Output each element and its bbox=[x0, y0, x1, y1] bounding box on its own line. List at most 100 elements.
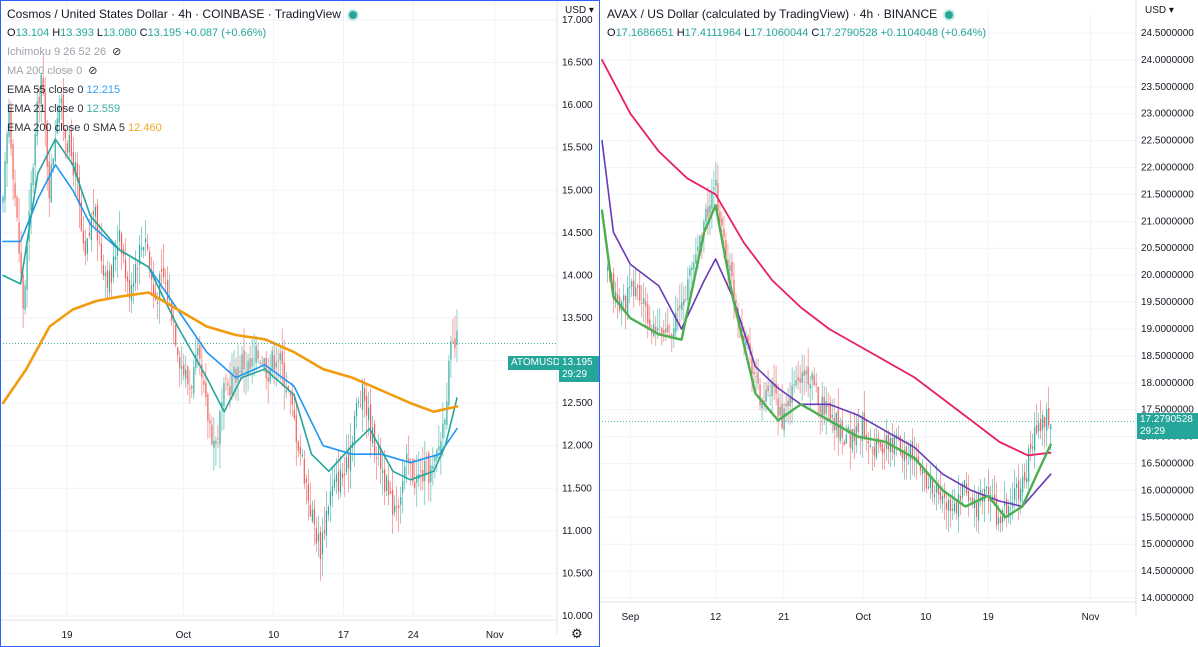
atom-currency-selector[interactable]: USD ▾ bbox=[565, 5, 594, 16]
candle-body bbox=[36, 101, 38, 137]
candle-body bbox=[273, 355, 275, 370]
candle-body bbox=[440, 441, 442, 452]
y-tick-label: 13.500 bbox=[562, 313, 593, 324]
candle-body bbox=[969, 497, 972, 500]
candle-body bbox=[805, 370, 807, 375]
candle-body bbox=[819, 406, 821, 413]
avax-low-value: 17.1060044 bbox=[750, 27, 809, 39]
avax-chart-canvas[interactable]: 24.5000000 24.0000000 23.5000000 23.0000000… bbox=[600, 0, 1198, 647]
candle-body bbox=[267, 377, 269, 382]
candle-body bbox=[935, 481, 938, 493]
avax-chart-pane[interactable]: 24.5000000 24.0000000 23.5000000 23.0000000… bbox=[600, 0, 1198, 647]
candle-body bbox=[189, 387, 191, 389]
candle-body bbox=[394, 505, 396, 513]
gear-icon[interactable]: ⚙ bbox=[571, 626, 583, 641]
candle-body bbox=[38, 96, 40, 104]
atom-chart-title[interactable]: Cosmos / United States Dollar · 4h · COI… bbox=[7, 7, 341, 21]
candle-body bbox=[943, 491, 946, 499]
candle-body bbox=[937, 486, 940, 495]
candle-body bbox=[245, 371, 247, 373]
candle-body bbox=[1046, 409, 1048, 431]
candle-body bbox=[1048, 408, 1050, 426]
candle-body bbox=[777, 398, 779, 418]
candle-body bbox=[921, 469, 924, 474]
candle-body bbox=[283, 362, 285, 387]
avax-chart-title[interactable]: AVAX / US Dollar (calculated by TradingV… bbox=[607, 7, 938, 21]
candle-body bbox=[789, 397, 791, 407]
candle-body bbox=[10, 108, 12, 149]
candle-body bbox=[1000, 516, 1002, 524]
candle-body bbox=[227, 383, 229, 386]
candle-body bbox=[337, 471, 340, 492]
candle-body bbox=[279, 353, 281, 361]
candle-body bbox=[187, 366, 189, 385]
y-tick-label: 19.0000000 bbox=[1141, 324, 1194, 335]
candle-body bbox=[743, 335, 745, 341]
indicator-ichimoku[interactable]: Ichimoku 9 26 52 26 ⊘ bbox=[7, 43, 357, 62]
candle-body bbox=[821, 396, 823, 417]
candle-body bbox=[255, 345, 257, 363]
x-tick-label: Oct bbox=[176, 630, 192, 641]
atom-symbol-tag: ATOMUSD bbox=[508, 356, 564, 370]
candle-body bbox=[967, 490, 970, 501]
candle-body bbox=[685, 299, 687, 300]
atom-chart-pane[interactable]: 17.000 16.500 16.000 15.500 15.000 14.500 14.0… bbox=[0, 0, 600, 647]
candle-body bbox=[313, 508, 315, 525]
candle-body bbox=[1016, 483, 1018, 488]
y-tick-label: 20.0000000 bbox=[1141, 270, 1194, 281]
candle-body bbox=[112, 256, 115, 278]
y-tick-label: 16.0000000 bbox=[1141, 485, 1194, 496]
candle-body bbox=[627, 287, 629, 315]
candle-body bbox=[257, 350, 259, 359]
atom-close-label: C bbox=[139, 27, 148, 39]
market-status-dot-icon[interactable] bbox=[348, 10, 357, 19]
avax-currency-selector[interactable]: USD ▾ bbox=[1145, 5, 1174, 16]
x-tick-label: 17 bbox=[338, 630, 350, 641]
candle-body bbox=[404, 466, 406, 479]
avax-title-row: AVAX / US Dollar (calculated by TradingV… bbox=[607, 5, 989, 24]
indicator-ema21[interactable]: EMA 21 close 0 12.559 bbox=[7, 100, 357, 119]
hidden-eye-icon[interactable]: ⊘ bbox=[88, 65, 98, 77]
candle-body bbox=[773, 385, 775, 388]
candle-body bbox=[697, 246, 699, 251]
candle-body bbox=[867, 440, 869, 444]
candle-body bbox=[663, 329, 665, 334]
x-tick-label: 19 bbox=[61, 630, 73, 641]
candle-body bbox=[951, 508, 954, 511]
candle-body bbox=[34, 133, 36, 166]
indicator-ema200[interactable]: EMA 200 close 0 SMA 5 12.460 bbox=[7, 119, 357, 138]
candle-body bbox=[2, 196, 4, 203]
candle-body bbox=[46, 123, 48, 167]
candle-body bbox=[633, 280, 635, 296]
candle-body bbox=[317, 533, 319, 542]
candle-body bbox=[345, 457, 348, 473]
candle-body bbox=[301, 454, 303, 457]
y-tick-label: 16.000 bbox=[562, 100, 593, 111]
candle-body bbox=[963, 480, 966, 487]
avax-high-label: H bbox=[676, 27, 685, 39]
candle-body bbox=[791, 385, 793, 404]
candle-body bbox=[6, 133, 8, 164]
atom-chart-canvas[interactable]: 17.000 16.500 16.000 15.500 15.000 14.500 14.0… bbox=[0, 0, 600, 647]
market-status-dot-icon[interactable] bbox=[945, 10, 954, 19]
indicator-ma200[interactable]: MA 200 close 0 ⊘ bbox=[7, 62, 357, 81]
y-tick-label: 23.0000000 bbox=[1141, 109, 1194, 120]
candle-body bbox=[62, 94, 64, 127]
candle-body bbox=[293, 409, 295, 418]
candle-body bbox=[811, 373, 813, 380]
y-tick-label: 11.000 bbox=[562, 526, 592, 537]
candle-body bbox=[907, 462, 909, 463]
candle-body bbox=[1006, 499, 1008, 514]
candle-body bbox=[217, 438, 219, 440]
candle-body bbox=[615, 292, 617, 303]
candle-body bbox=[1008, 506, 1010, 518]
candle-body bbox=[1044, 417, 1046, 427]
atom-high-value: 13.393 bbox=[60, 27, 94, 39]
hidden-eye-icon[interactable]: ⊘ bbox=[112, 46, 122, 58]
atom-price-value: 13.195 bbox=[562, 357, 593, 368]
candle-body bbox=[1050, 424, 1052, 430]
indicator-ema55[interactable]: EMA 55 close 0 12.215 bbox=[7, 81, 357, 100]
candle-body bbox=[96, 204, 99, 241]
x-tick-label: 24 bbox=[408, 630, 420, 641]
candle-body bbox=[225, 377, 227, 379]
